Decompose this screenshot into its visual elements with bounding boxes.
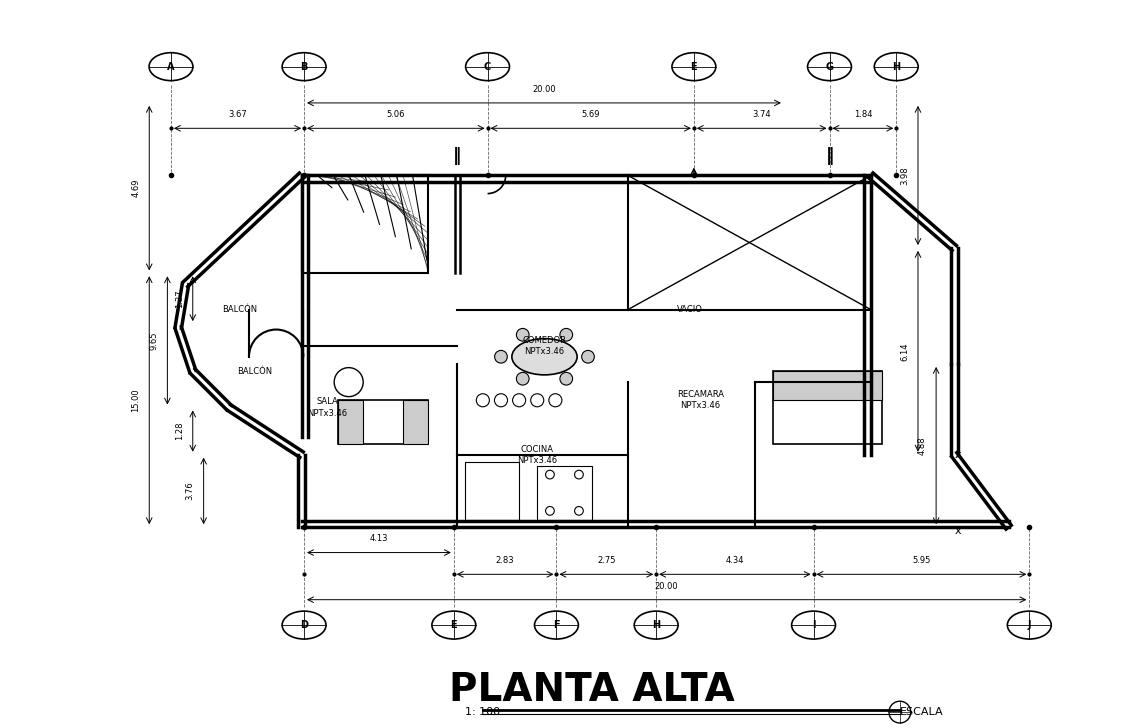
Ellipse shape	[432, 611, 476, 639]
Text: x: x	[954, 526, 961, 536]
Text: COMEDOR
NPTx3.46: COMEDOR NPTx3.46	[523, 336, 567, 356]
Text: 1: 100: 1: 100	[465, 707, 500, 717]
Text: 3.98: 3.98	[900, 166, 908, 185]
Text: 20.00: 20.00	[532, 85, 556, 94]
Text: 9.65: 9.65	[149, 331, 158, 349]
Text: 2.75: 2.75	[598, 556, 616, 565]
Ellipse shape	[535, 611, 578, 639]
Text: 5.06: 5.06	[387, 110, 405, 119]
Bar	[403, 400, 429, 444]
Text: 3.76: 3.76	[186, 481, 195, 500]
Text: A: A	[167, 62, 174, 71]
Text: B: B	[301, 62, 307, 71]
Text: 20.00: 20.00	[655, 582, 679, 590]
Ellipse shape	[466, 52, 509, 81]
Ellipse shape	[282, 611, 326, 639]
Ellipse shape	[282, 52, 326, 81]
Text: 2.83: 2.83	[496, 556, 515, 565]
Text: 3.67: 3.67	[228, 110, 247, 119]
Text: 6.14: 6.14	[900, 342, 908, 360]
Bar	[465, 462, 520, 520]
Text: ‖: ‖	[453, 146, 461, 165]
Ellipse shape	[516, 373, 529, 385]
Bar	[338, 400, 429, 444]
Text: 1.28: 1.28	[174, 422, 184, 440]
Text: H: H	[892, 62, 900, 71]
Text: SALA
NPTx3.46: SALA NPTx3.46	[307, 397, 348, 418]
Ellipse shape	[516, 328, 529, 341]
Ellipse shape	[560, 328, 572, 341]
Ellipse shape	[634, 611, 678, 639]
Text: x: x	[954, 450, 961, 459]
Ellipse shape	[807, 52, 851, 81]
Text: G: G	[826, 62, 834, 71]
Text: 4.88: 4.88	[918, 436, 927, 455]
Bar	[537, 465, 592, 520]
Bar	[773, 371, 882, 444]
Text: 4.34: 4.34	[726, 556, 744, 565]
Ellipse shape	[560, 373, 572, 385]
Text: PLANTA ALTA: PLANTA ALTA	[448, 671, 734, 709]
Ellipse shape	[672, 52, 716, 81]
Ellipse shape	[791, 611, 835, 639]
Ellipse shape	[874, 52, 918, 81]
Text: 4.69: 4.69	[131, 179, 140, 197]
Ellipse shape	[494, 350, 507, 363]
Text: D: D	[301, 620, 309, 630]
Ellipse shape	[582, 350, 594, 363]
Text: F: F	[553, 620, 560, 630]
Bar	[458, 455, 627, 527]
Text: C: C	[484, 62, 491, 71]
Text: E: E	[690, 62, 697, 71]
Text: 4.13: 4.13	[369, 534, 388, 544]
Text: BALCÓN: BALCÓN	[223, 305, 257, 314]
Text: 5.95: 5.95	[912, 556, 930, 565]
Text: 3.74: 3.74	[752, 110, 771, 119]
Text: J: J	[1028, 620, 1031, 630]
Text: COCINA
NPTx3.46: COCINA NPTx3.46	[517, 445, 557, 464]
Ellipse shape	[149, 52, 193, 81]
Text: BALCÓN: BALCÓN	[236, 367, 272, 376]
Text: 15.00: 15.00	[131, 389, 140, 412]
Text: 1.84: 1.84	[853, 110, 872, 119]
Text: I: I	[812, 620, 816, 630]
Ellipse shape	[1007, 611, 1052, 639]
Text: 5.69: 5.69	[582, 110, 600, 119]
Text: VACIO: VACIO	[677, 305, 702, 314]
Text: RECAMARA
NPTx3.46: RECAMARA NPTx3.46	[677, 390, 724, 411]
Text: H: H	[653, 620, 661, 630]
Bar	[338, 400, 364, 444]
Text: E: E	[451, 620, 458, 630]
Text: ESCALA: ESCALA	[900, 707, 944, 717]
Bar	[773, 371, 882, 400]
Text: ‖: ‖	[826, 146, 834, 165]
Ellipse shape	[512, 339, 577, 375]
Text: 1.37: 1.37	[174, 290, 184, 308]
